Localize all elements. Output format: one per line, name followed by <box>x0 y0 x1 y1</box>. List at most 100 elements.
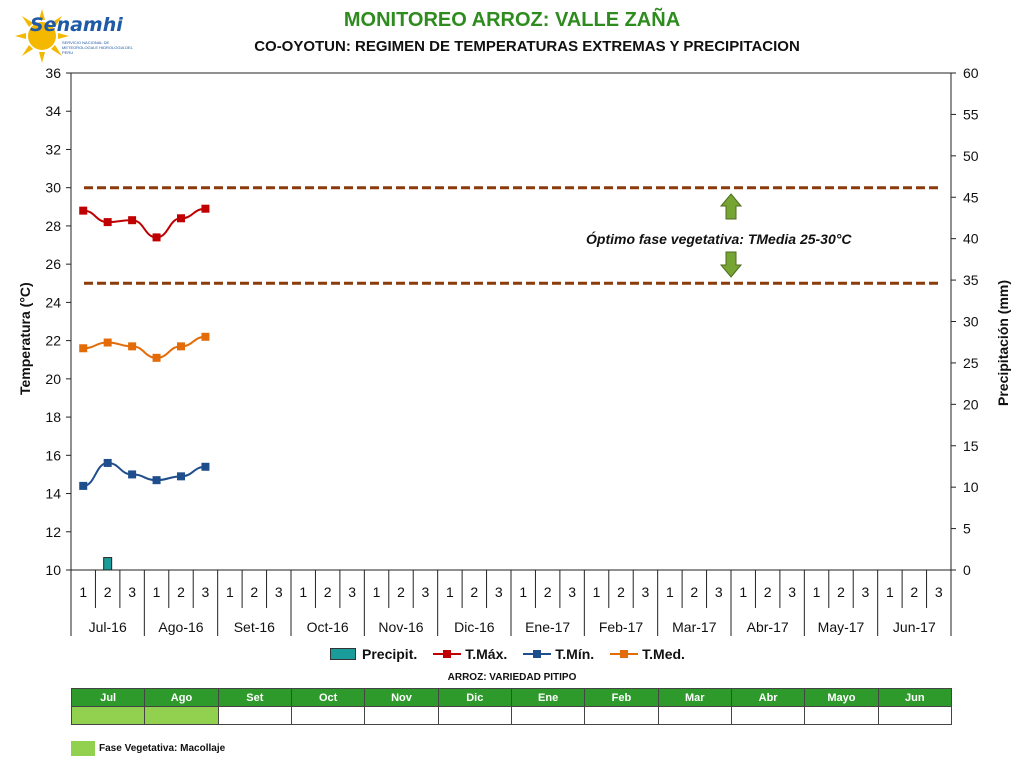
phase-legend: Fase Vegetativa: Macollaje <box>71 741 225 756</box>
phenology-phase-cell <box>437 706 512 725</box>
arrow-down-icon <box>719 251 743 278</box>
precip-bar <box>103 557 113 571</box>
dekad-tick-label: 1 <box>153 584 161 600</box>
phase-legend-swatch <box>71 741 95 756</box>
dekad-tick-label: 1 <box>886 584 894 600</box>
legend-swatch-precip <box>330 648 356 660</box>
dekad-tick-label: 3 <box>788 584 796 600</box>
dekad-tick-label: 3 <box>715 584 723 600</box>
series-marker-3 <box>201 332 210 341</box>
senamhi-logo <box>15 9 69 63</box>
dekad-tick-label: 3 <box>202 584 210 600</box>
dekad-tick-label: 2 <box>617 584 625 600</box>
series-marker-2 <box>177 472 185 481</box>
dekad-tick-label: 3 <box>642 584 650 600</box>
phenology-phase-cell <box>290 706 366 725</box>
phenology-month-cell: Mar <box>657 688 732 707</box>
phenology-title: ARROZ: VARIEDAD PITIPO <box>447 672 577 683</box>
phenology-phase-cell <box>657 706 732 725</box>
legend-swatch-tmed <box>610 649 639 659</box>
optimal-range-annotation: Óptimo fase vegetativa: TMedia 25-30°C <box>586 231 852 247</box>
y2-tick-label: 60 <box>963 65 979 81</box>
dekad-tick-label: 1 <box>299 584 307 600</box>
legend-swatch-tmin <box>523 649 552 659</box>
month-tick-label: Oct-16 <box>307 619 349 635</box>
series-marker-2 <box>152 476 161 485</box>
month-tick-label: Dic-16 <box>454 619 495 635</box>
dekad-tick-label: 3 <box>348 584 356 600</box>
dekad-tick-label: 2 <box>324 584 332 600</box>
dekad-tick-label: 2 <box>544 584 552 600</box>
legend-label-tmed: T.Med. <box>642 646 685 662</box>
phenology-phase-cell <box>144 706 219 725</box>
legend-label-tmin: T.Mín. <box>555 646 595 662</box>
legend-item-tmin: T.Mín. <box>523 646 594 662</box>
dekad-tick-label: 3 <box>128 584 136 600</box>
series-marker-3 <box>128 342 137 351</box>
dekad-tick-label: 1 <box>373 584 381 600</box>
phenology-months-row: Jul Ago Set Oct Nov Dic Ene Feb Mar Abr Mayo Jun <box>70 688 953 707</box>
y-tick-label: 18 <box>45 409 61 425</box>
phenology-month-cell: Ene <box>510 688 586 707</box>
y-tick-label: 32 <box>45 141 61 157</box>
series-marker-1 <box>201 204 210 213</box>
y2-tick-label: 10 <box>963 479 979 495</box>
dekad-tick-label: 1 <box>226 584 234 600</box>
y-tick-label: 34 <box>45 103 61 119</box>
y-tick-label: 16 <box>45 447 61 463</box>
series-line-1 <box>83 207 206 239</box>
series-marker-2 <box>128 470 137 479</box>
month-tick-label: Abr-17 <box>747 619 789 635</box>
y2-tick-label: 50 <box>963 148 979 164</box>
phenology-month-cell: Set <box>217 688 292 707</box>
sun-icon <box>15 9 69 63</box>
logo-text: Senamhi <box>30 14 123 36</box>
y2-tick-label: 20 <box>963 396 979 412</box>
month-tick-label: Jul-16 <box>89 619 127 635</box>
y2-tick-label: 35 <box>963 272 979 288</box>
dekad-tick-label: 2 <box>397 584 405 600</box>
series-marker-1 <box>152 233 161 242</box>
dekad-tick-label: 1 <box>739 584 747 600</box>
phenology-phase-cell <box>730 706 806 725</box>
month-tick-label: May-17 <box>818 619 865 635</box>
month-tick-label: Ago-16 <box>158 619 203 635</box>
month-tick-label: Mar-17 <box>672 619 717 635</box>
legend-label-precip: Precipit. <box>362 646 418 662</box>
y-tick-label: 22 <box>45 333 61 349</box>
dekad-tick-label: 2 <box>250 584 258 600</box>
phenology-month-cell: Abr <box>730 688 806 707</box>
phenology-month-cell: Ago <box>144 688 219 707</box>
dekad-tick-label: 1 <box>813 584 821 600</box>
chart-legend: Precipit. T.Máx. T.Mín. T.Med. <box>330 646 701 662</box>
phenology-phase-cell <box>70 706 146 725</box>
legend-swatch-tmax <box>433 649 462 659</box>
dekad-tick-label: 2 <box>470 584 478 600</box>
series-marker-1 <box>103 218 112 227</box>
legend-item-precip: Precipit. <box>330 646 417 662</box>
series-marker-3 <box>79 344 88 353</box>
phenology-phase-row <box>70 706 953 725</box>
logo-subtext: SERVICIO NACIONAL DE METEOROLOGIA E HIDR… <box>62 40 133 55</box>
phenology-table: Jul Ago Set Oct Nov Dic Ene Feb Mar Abr Mayo Jun <box>70 688 953 725</box>
month-tick-label: Set-16 <box>234 619 275 635</box>
y2-tick-label: 30 <box>963 314 979 330</box>
series-marker-3 <box>177 342 185 351</box>
month-tick-label: Ene-17 <box>525 619 570 635</box>
phenology-month-cell: Dic <box>437 688 512 707</box>
y-tick-label: 36 <box>45 65 61 81</box>
y-tick-label: 28 <box>45 218 61 234</box>
dekad-tick-label: 2 <box>104 584 112 600</box>
dekad-tick-label: 1 <box>446 584 454 600</box>
legend-label-tmax: T.Máx. <box>465 646 508 662</box>
phenology-month-cell: Feb <box>584 688 659 707</box>
chart-subtitle: CO-OYOTUN: REGIMEN DE TEMPERATURAS EXTRE… <box>254 38 800 55</box>
dekad-tick-label: 2 <box>177 584 185 600</box>
series-line-2 <box>83 461 206 487</box>
dekad-tick-label: 3 <box>862 584 870 600</box>
legend-item-tmed: T.Med. <box>610 646 685 662</box>
month-tick-label: Jun-17 <box>893 619 936 635</box>
phenology-phase-cell <box>364 706 439 725</box>
dekad-tick-label: 2 <box>764 584 772 600</box>
plot-area <box>70 72 952 571</box>
